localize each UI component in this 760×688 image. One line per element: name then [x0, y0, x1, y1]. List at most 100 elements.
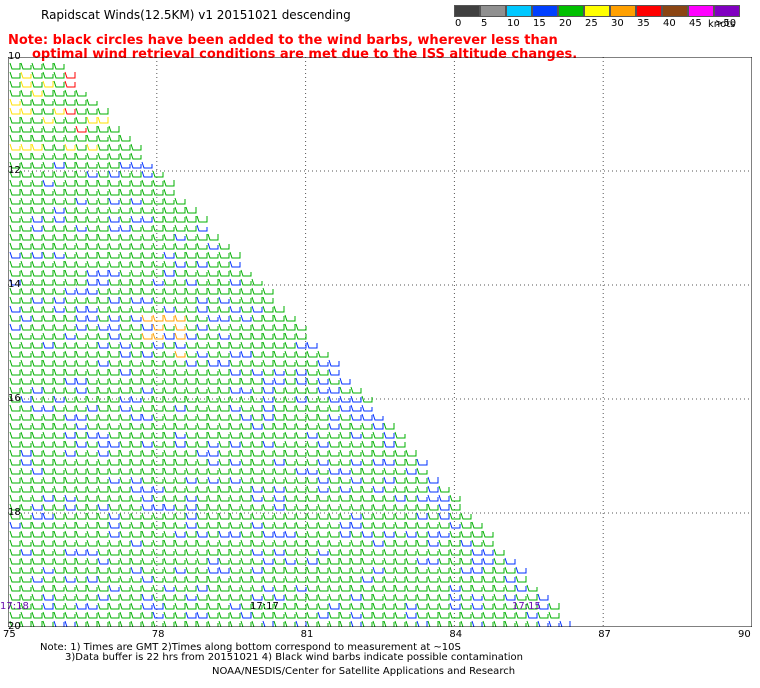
wind-barb	[53, 242, 65, 250]
wind-barb	[218, 449, 230, 457]
wind-barb	[262, 620, 274, 627]
wind-barb	[405, 620, 417, 627]
wind-barb	[240, 530, 252, 538]
wind-barb	[141, 359, 153, 367]
longitude-label: 81	[300, 629, 314, 640]
wind-barb	[9, 593, 21, 601]
wind-barb	[394, 584, 406, 592]
wind-barb	[284, 332, 296, 340]
wind-barb	[405, 476, 417, 484]
wind-barb	[86, 584, 98, 592]
wind-barb	[130, 593, 142, 601]
wind-barb	[108, 584, 120, 592]
wind-barb	[163, 206, 175, 214]
wind-barb	[372, 431, 384, 439]
wind-barb	[427, 530, 439, 538]
wind-barb	[9, 620, 21, 627]
wind-barb	[218, 413, 230, 421]
wind-barb	[229, 512, 241, 520]
wind-barb	[471, 521, 483, 529]
wind-barb	[262, 557, 274, 565]
wind-barb	[306, 413, 318, 421]
wind-barb	[9, 197, 21, 205]
wind-barb	[405, 557, 417, 565]
wind-barb	[130, 548, 142, 556]
wind-barb	[295, 359, 307, 367]
wind-barb	[141, 377, 153, 385]
wind-barb	[163, 485, 175, 493]
wind-barb	[196, 233, 208, 241]
wind-barb	[405, 503, 417, 511]
wind-barb	[130, 467, 142, 475]
wind-barb	[152, 548, 164, 556]
wind-barb	[97, 431, 109, 439]
wind-barb	[339, 602, 351, 610]
wind-barb	[64, 296, 76, 304]
wind-barb	[229, 323, 241, 331]
wind-barb	[163, 314, 175, 322]
wind-barb	[526, 593, 538, 601]
wind-barb	[317, 620, 329, 627]
wind-barb	[130, 215, 142, 223]
wind-barb	[229, 296, 241, 304]
wind-barb	[20, 143, 32, 151]
wind-barb	[383, 593, 395, 601]
wind-barb	[350, 440, 362, 448]
wind-barb	[372, 485, 384, 493]
wind-barb	[64, 152, 76, 160]
wind-barb	[482, 611, 494, 619]
wind-barb	[20, 503, 32, 511]
wind-barb	[42, 530, 54, 538]
wind-barb	[174, 269, 186, 277]
wind-barb	[383, 602, 395, 610]
wind-barb	[64, 440, 76, 448]
wind-barb	[229, 341, 241, 349]
wind-barb	[482, 557, 494, 565]
wind-barb	[174, 278, 186, 286]
wind-barb	[141, 611, 153, 619]
wind-barb	[196, 215, 208, 223]
wind-barb	[438, 584, 450, 592]
wind-barb	[42, 359, 54, 367]
wind-barb	[295, 575, 307, 583]
wind-barb	[295, 386, 307, 394]
wind-barb	[284, 323, 296, 331]
wind-barb	[196, 314, 208, 322]
wind-barb	[141, 620, 153, 627]
wind-barb	[75, 242, 87, 250]
wind-barb	[64, 170, 76, 178]
wind-barb	[196, 377, 208, 385]
wind-barb	[218, 386, 230, 394]
wind-barb	[240, 575, 252, 583]
wind-barb	[20, 530, 32, 538]
wind-barb	[141, 314, 153, 322]
wind-barb	[97, 314, 109, 322]
wind-barb	[53, 107, 65, 115]
wind-barb	[207, 368, 219, 376]
wind-barb	[196, 458, 208, 466]
colorbar-swatch	[662, 5, 688, 17]
wind-barb	[141, 485, 153, 493]
wind-barb	[20, 152, 32, 160]
wind-barb	[537, 602, 549, 610]
wind-barb	[31, 458, 43, 466]
wind-barb	[218, 287, 230, 295]
wind-barb	[207, 395, 219, 403]
wind-barb	[174, 476, 186, 484]
wind-barb	[86, 116, 98, 124]
wind-barb	[361, 530, 373, 538]
wind-barb	[119, 197, 131, 205]
wind-barb	[53, 134, 65, 142]
wind-barb	[163, 512, 175, 520]
wind-barb	[449, 575, 461, 583]
wind-barb	[207, 404, 219, 412]
wind-barb	[240, 278, 252, 286]
wind-barb	[449, 620, 461, 627]
wind-barb	[163, 188, 175, 196]
wind-barb	[372, 530, 384, 538]
wind-barb	[20, 107, 32, 115]
wind-barb	[306, 395, 318, 403]
wind-barb	[196, 539, 208, 547]
wind-barb	[108, 215, 120, 223]
wind-barb	[262, 584, 274, 592]
